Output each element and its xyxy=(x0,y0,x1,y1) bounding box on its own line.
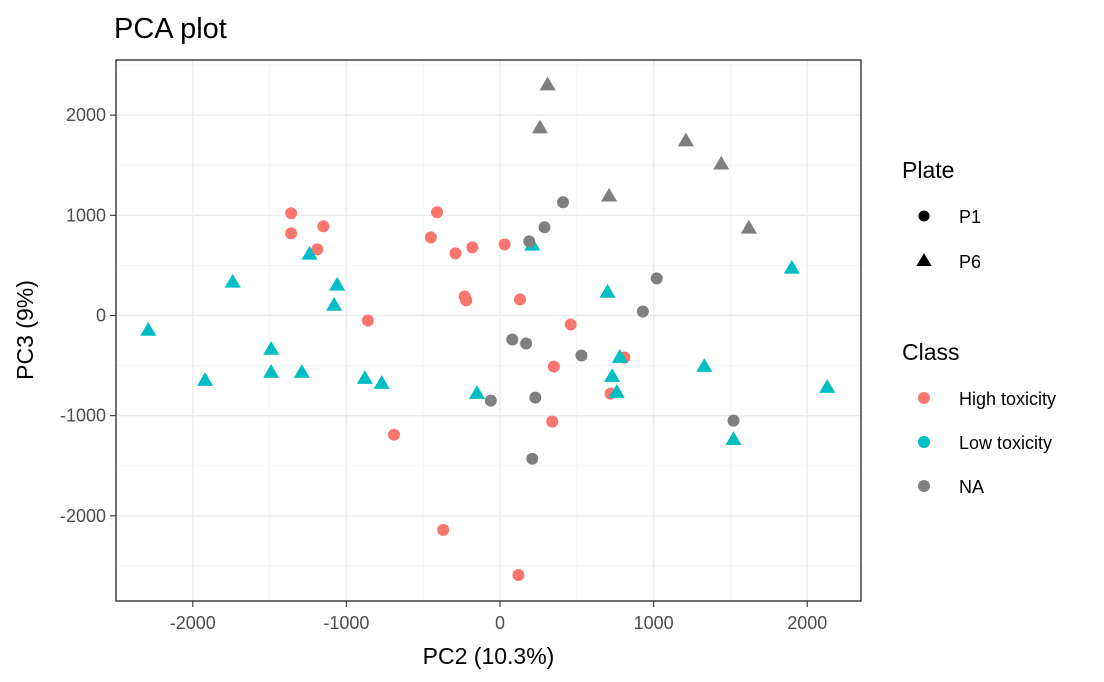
point-high-toxicity-p1 xyxy=(466,241,479,254)
point-high-toxicity-p1 xyxy=(498,238,511,251)
point-high-toxicity-p1 xyxy=(285,227,298,240)
data-points xyxy=(140,76,836,581)
point-na-p6 xyxy=(539,76,556,91)
point-low-toxicity-p6 xyxy=(140,322,157,336)
plot-border xyxy=(115,59,862,602)
minor-gridlines xyxy=(115,60,861,601)
point-high-toxicity-p1 xyxy=(317,220,330,233)
point-high-toxicity-p1 xyxy=(431,206,444,219)
x-tick-label: -1000 xyxy=(323,613,369,633)
point-low-toxicity-p6 xyxy=(263,364,280,378)
point-na-p6 xyxy=(677,132,694,147)
legend-class: Class High toxicity Low toxicity NA xyxy=(902,339,1056,497)
point-high-toxicity-p1 xyxy=(449,247,462,260)
legend-class-title: Class xyxy=(902,339,960,365)
legend-label-class: Low toxicity xyxy=(959,433,1052,453)
point-low-toxicity-p6 xyxy=(608,384,625,398)
point-low-toxicity-p6 xyxy=(725,431,742,445)
legend-label-plate: P1 xyxy=(959,207,981,227)
y-tick-label: 2000 xyxy=(66,105,106,125)
point-na-p1 xyxy=(520,337,533,350)
point-low-toxicity-p6 xyxy=(263,341,280,355)
legend-plate: Plate P1 P6 xyxy=(902,157,981,272)
legend-key-triangle xyxy=(916,253,932,266)
point-low-toxicity-p6 xyxy=(224,273,241,288)
chart-title: PCA plot xyxy=(114,13,227,45)
point-low-toxicity-p6 xyxy=(819,379,836,393)
point-low-toxicity-p6 xyxy=(604,368,621,382)
point-na-p1 xyxy=(523,235,536,248)
point-na-p6 xyxy=(531,119,549,134)
y-tick-label: -1000 xyxy=(60,406,106,426)
point-na-p1 xyxy=(575,349,588,362)
point-high-toxicity-p1 xyxy=(546,415,559,428)
legend-key-circle xyxy=(918,210,930,222)
point-na-p1 xyxy=(526,452,539,465)
point-na-p1 xyxy=(529,391,542,404)
legend-label-class: NA xyxy=(959,477,984,497)
x-tick-label: 0 xyxy=(495,613,505,633)
y-axis-title: PC3 (9%) xyxy=(12,280,38,380)
point-high-toxicity-p1 xyxy=(564,318,577,331)
point-high-toxicity-p1 xyxy=(361,314,374,327)
point-low-toxicity-p6 xyxy=(373,375,390,389)
x-tick-label: 1000 xyxy=(634,613,674,633)
point-high-toxicity-p1 xyxy=(437,523,450,536)
point-high-toxicity-p1 xyxy=(512,568,525,581)
point-na-p1 xyxy=(557,196,569,209)
point-high-toxicity-p1 xyxy=(513,293,526,306)
x-tick-label: -2000 xyxy=(170,613,216,633)
y-tick-label: -2000 xyxy=(60,506,106,526)
point-high-toxicity-p1 xyxy=(424,231,437,244)
legend-label-class: High toxicity xyxy=(959,389,1056,409)
point-na-p1 xyxy=(484,394,497,407)
point-low-toxicity-p6 xyxy=(356,370,373,384)
point-low-toxicity-p6 xyxy=(599,283,616,298)
point-na-p1 xyxy=(538,221,551,234)
point-high-toxicity-p1 xyxy=(547,360,560,373)
point-low-toxicity-p6 xyxy=(611,349,628,363)
plot-panel xyxy=(116,60,861,601)
point-na-p1 xyxy=(650,272,663,285)
point-na-p1 xyxy=(727,414,740,427)
x-axis: -2000 -1000 0 1000 2000 xyxy=(170,601,827,633)
legend-key-color xyxy=(918,392,930,404)
point-low-toxicity-p6 xyxy=(696,358,713,372)
point-low-toxicity-p6 xyxy=(197,372,214,386)
point-na-p1 xyxy=(636,305,649,318)
point-high-toxicity-p1 xyxy=(285,207,298,220)
point-low-toxicity-p6 xyxy=(783,259,800,274)
point-na-p1 xyxy=(506,333,519,346)
y-tick-label: 0 xyxy=(96,305,106,325)
y-tick-label: 1000 xyxy=(66,205,106,225)
point-low-toxicity-p6 xyxy=(329,276,346,291)
legend-key-color xyxy=(918,436,930,448)
x-axis-title: PC2 (10.3%) xyxy=(423,643,555,669)
x-tick-label: 2000 xyxy=(787,613,827,633)
point-low-toxicity-p6 xyxy=(293,364,310,378)
point-high-toxicity-p1 xyxy=(311,243,324,256)
point-na-p6 xyxy=(601,187,618,202)
point-high-toxicity-p1 xyxy=(460,294,473,307)
point-na-p6 xyxy=(740,219,757,234)
legend-label-plate: P6 xyxy=(959,252,981,272)
point-na-p6 xyxy=(713,155,730,170)
point-low-toxicity-p6 xyxy=(301,245,318,260)
point-high-toxicity-p1 xyxy=(388,428,401,441)
point-low-toxicity-p6 xyxy=(468,385,486,399)
y-axis: -2000 -1000 0 1000 2000 xyxy=(60,105,116,526)
legend-plate-title: Plate xyxy=(902,157,954,183)
legend-key-color xyxy=(918,480,930,492)
major-gridlines xyxy=(116,60,861,601)
point-low-toxicity-p6 xyxy=(326,296,343,311)
